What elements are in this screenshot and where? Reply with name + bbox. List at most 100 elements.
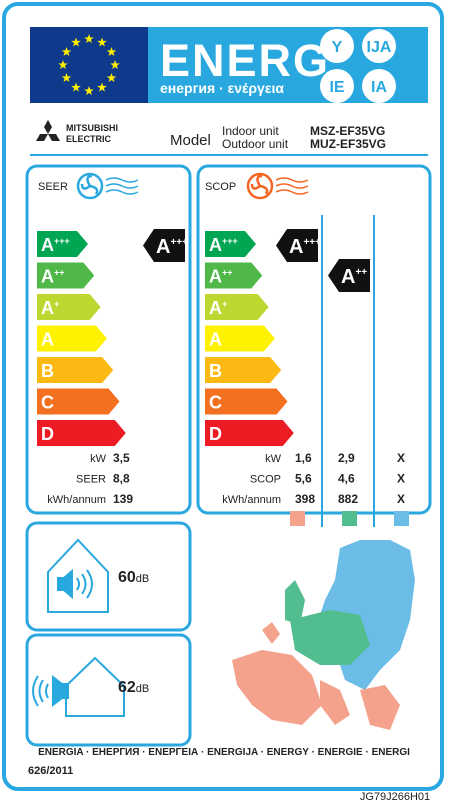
zone-average	[342, 511, 357, 526]
row-label: kW	[265, 453, 282, 465]
grade-text: A++	[41, 267, 65, 287]
scale-bar	[37, 357, 114, 383]
row-value: X	[397, 472, 405, 486]
row-value: X	[397, 492, 405, 506]
grade-plus: +++	[303, 237, 321, 248]
noise-unit: dB	[136, 573, 149, 585]
eu-star	[106, 47, 117, 56]
row-label: kWh/annum	[47, 494, 106, 506]
grade-letter: D	[209, 424, 222, 444]
climate-map	[232, 540, 415, 730]
noise-value: 62	[118, 679, 136, 696]
noise-value: 60	[118, 569, 136, 586]
eu-stars	[58, 34, 120, 95]
eu-star	[110, 60, 120, 69]
indoor-noise-panel	[25, 521, 192, 632]
scale-bar	[37, 294, 101, 320]
zone-warmer	[290, 511, 305, 526]
cooling-title: SEER	[38, 181, 68, 193]
eu-star	[61, 73, 72, 82]
grade-text: A+	[41, 298, 59, 318]
noise-level: 60dB	[118, 569, 149, 586]
scale-bar	[205, 231, 256, 257]
grade-letter: C	[41, 393, 54, 413]
row-label: kWh/annum	[222, 494, 281, 506]
eu-star	[58, 60, 68, 69]
grade-text: A+++	[289, 236, 321, 258]
grade-text: D	[209, 424, 222, 444]
scale-bar	[205, 420, 294, 446]
language-badge	[320, 29, 354, 63]
grade-plus: +++	[170, 237, 188, 248]
row-value: 398	[295, 492, 315, 506]
model-label: Model	[170, 132, 211, 149]
outdoor-noise-panel	[25, 633, 192, 747]
grade-plus: ++	[355, 267, 367, 278]
eu-star	[84, 34, 94, 43]
scale-bar	[37, 262, 95, 289]
grade-plus: ++	[54, 267, 65, 277]
energy-title: ENERG	[160, 35, 330, 86]
grade-letter: A	[209, 235, 222, 255]
rating-arrow	[328, 259, 370, 292]
grade-letter: A	[156, 236, 170, 258]
brand-name: MITSUBISHI	[66, 123, 118, 133]
scale-bar	[37, 388, 120, 415]
eu-star	[97, 37, 107, 47]
row-value: 5,6	[295, 472, 312, 486]
eu-star	[97, 82, 107, 92]
language-badge	[320, 69, 354, 103]
row-value: 2,9	[338, 451, 355, 465]
model-name: MUZ-EF35VG	[310, 137, 386, 151]
row-value: 4,6	[338, 472, 355, 486]
noise-unit: dB	[136, 683, 149, 695]
grade-letter: A	[41, 298, 54, 318]
grade-letter: C	[209, 393, 222, 413]
heating-panel	[196, 164, 432, 515]
grade-text: A++	[209, 267, 233, 287]
fan-icon	[76, 172, 139, 200]
grade-text: A	[209, 330, 222, 350]
language-badge	[362, 69, 396, 103]
eu-star	[71, 37, 81, 47]
unit-label: Indoor unit	[222, 124, 279, 138]
eu-star	[106, 73, 117, 82]
row-label: kW	[90, 453, 107, 465]
noise-level: 62dB	[118, 679, 149, 696]
grade-letter: A	[209, 267, 222, 287]
badge-text: IA	[371, 79, 387, 96]
badge-text: IE	[329, 79, 344, 96]
grade-plus: +++	[222, 236, 238, 246]
row-label: SEER	[76, 474, 106, 486]
model-name: MSZ-EF35VG	[310, 124, 385, 138]
cooling-panel	[25, 164, 192, 515]
grade-letter: A	[41, 330, 54, 350]
scale-bar	[37, 325, 107, 352]
grade-text: B	[41, 361, 54, 381]
grade-letter: B	[41, 361, 54, 381]
brand-logo	[36, 120, 60, 141]
badge-text: Y	[332, 39, 343, 56]
grade-text: A+++	[209, 235, 238, 255]
heat-fan-icon	[246, 172, 309, 200]
language-badge	[362, 29, 396, 63]
row-label: SCOP	[250, 474, 281, 486]
unit-label: Outdoor unit	[222, 137, 289, 151]
grade-text: A+	[209, 298, 227, 318]
row-value: 3,5	[113, 451, 130, 465]
regulation: 626/2011	[28, 765, 73, 777]
grade-text: A++	[341, 266, 367, 288]
scale-bar	[205, 262, 263, 289]
label-code: JG79J266H01	[360, 791, 430, 803]
grade-text: A+++	[156, 236, 188, 258]
grade-letter: A	[41, 267, 54, 287]
row-value: 882	[338, 492, 358, 506]
footer-languages: ENERGIA · ЕНЕРГИЯ · ΕΝΕΡΓΕΙΑ · ENERGIJA …	[38, 747, 410, 758]
energy-languages: енергия · ενέργεια	[160, 80, 284, 96]
grade-letter: A	[289, 236, 303, 258]
grade-plus: ++	[222, 267, 233, 277]
row-value: X	[397, 451, 405, 465]
grade-letter: A	[341, 266, 355, 288]
indoor-noise-icon	[47, 538, 109, 613]
